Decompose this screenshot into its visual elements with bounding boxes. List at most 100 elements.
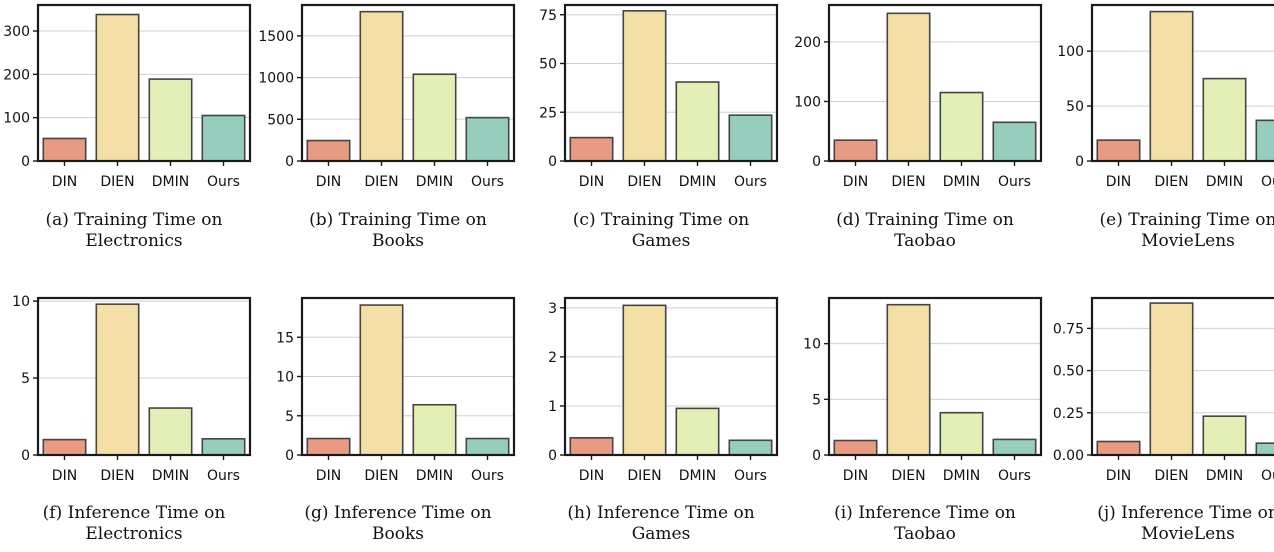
caption-line-1: (e) Training Time on	[1100, 210, 1274, 230]
x-tick-label: Ours	[471, 174, 504, 190]
y-tick-label: 3	[548, 301, 557, 317]
bar-din	[42, 438, 87, 456]
y-tick-label: 100	[794, 94, 821, 110]
chart-panel-6: DIN DIEN DMIN Ours 0 5 10 15 (g) Inference Time …	[276, 296, 516, 544]
chart-panel-0: DIN DIEN DMIN Ours 0 100 200 300 (a) Training Ti…	[3, 3, 252, 251]
x-tick-label: DMIN	[152, 174, 189, 190]
x-tick-label: DIN	[1106, 468, 1131, 484]
y-tick-label: 300	[3, 24, 30, 40]
plot-frame	[563, 3, 779, 163]
y-tick-label: 500	[267, 112, 294, 128]
y-tick-label: 1	[548, 399, 557, 415]
caption-line-2: Taobao	[894, 524, 956, 544]
plot-frame	[827, 296, 1043, 457]
x-tick-label: DIEN	[627, 174, 661, 190]
caption-line-1: (d) Training Time on	[836, 210, 1014, 230]
bar-dmin	[939, 411, 984, 456]
bar-ours	[992, 121, 1037, 162]
chart-panel-5: DIN DIEN DMIN Ours 0 5 10 (f) Inference Time on…	[12, 294, 252, 544]
y-tick-label: 1500	[258, 29, 294, 45]
y-tick-label: 5	[812, 392, 821, 408]
y-tick-label: 0	[1075, 154, 1084, 170]
bar-dien	[1149, 10, 1194, 162]
x-tick-label: DMIN	[943, 174, 980, 190]
plot-frame	[563, 296, 779, 457]
x-tick-label: DMIN	[943, 468, 980, 484]
caption-line-2: Taobao	[894, 231, 956, 251]
caption-line-2: Games	[632, 231, 691, 251]
x-tick-label: DIEN	[891, 468, 925, 484]
x-tick-label: DIEN	[364, 468, 398, 484]
y-tick-label: 10	[276, 370, 294, 386]
chart-panel-4: DIN DIEN DMIN Ours 0 50 100 (e) Training Time o…	[1057, 3, 1274, 251]
bar-dien	[95, 303, 140, 456]
bar-dien	[886, 303, 931, 456]
plot-frame	[827, 3, 1043, 163]
bar-dmin	[148, 407, 193, 456]
caption-line-2: Electronics	[85, 231, 182, 251]
y-tick-label: 50	[539, 57, 557, 73]
y-tick-label: 75	[539, 8, 557, 24]
bar-dmin	[412, 403, 457, 456]
y-tick-label: 200	[794, 35, 821, 51]
y-tick-label: 0	[812, 154, 821, 170]
x-tick-label: DIEN	[100, 468, 134, 484]
bar-dien	[359, 10, 404, 162]
caption-line-1: (a) Training Time on	[45, 210, 222, 230]
y-tick-label: 100	[1057, 44, 1084, 60]
y-tick-label: 0	[21, 154, 30, 170]
bar-dien	[95, 13, 140, 162]
bar-dmin	[675, 81, 720, 162]
caption-line-2: Electronics	[85, 524, 182, 544]
bar-dmin	[1202, 415, 1247, 456]
bar-din	[833, 439, 878, 456]
x-tick-label: DMIN	[679, 468, 716, 484]
caption-line-2: MovieLens	[1141, 231, 1235, 251]
x-tick-label: DMIN	[416, 174, 453, 190]
bar-din	[569, 136, 614, 162]
y-tick-label: 0.25	[1053, 406, 1084, 422]
x-tick-label: DIN	[843, 174, 868, 190]
chart-panel-3: DIN DIEN DMIN Ours 0 100 200 (d) Training Time …	[794, 3, 1043, 251]
plot-frame	[36, 3, 252, 163]
bar-ours	[1255, 442, 1274, 456]
y-tick-label: 0	[812, 448, 821, 464]
x-tick-label: DIN	[316, 174, 341, 190]
bar-dien	[622, 10, 667, 162]
x-tick-label: DIEN	[627, 468, 661, 484]
bar-ours	[201, 438, 246, 456]
chart-panel-7: DIN DIEN DMIN Ours 0 1 2 3 (h) Inference Time on…	[548, 296, 779, 544]
x-tick-label: DMIN	[1206, 174, 1243, 190]
bar-dien	[886, 12, 931, 162]
caption-line-1: (g) Inference Time on	[304, 503, 491, 523]
bar-dmin	[939, 91, 984, 162]
chart-panel-8: DIN DIEN DMIN Ours 0 5 10 (i) Inference Time on…	[803, 296, 1043, 544]
bar-din	[42, 137, 87, 162]
chart-panel-1: DIN DIEN DMIN Ours 0 500 1000 1500 (b) Training …	[258, 3, 516, 251]
caption-line-2: Games	[632, 524, 691, 544]
x-tick-label: DMIN	[679, 174, 716, 190]
y-tick-label: 2	[548, 350, 557, 366]
y-tick-label: 0	[285, 154, 294, 170]
x-tick-label: DIN	[1106, 174, 1131, 190]
caption-line-1: (j) Inference Time on	[1097, 503, 1274, 523]
x-tick-label: Ours	[207, 174, 240, 190]
y-tick-label: 100	[3, 111, 30, 127]
chart-panel-2: DIN DIEN DMIN Ours 0 25 50 75 (c) Training Time …	[539, 3, 779, 251]
y-tick-label: 25	[539, 105, 557, 121]
y-tick-label: 10	[803, 337, 821, 353]
bar-dmin	[148, 78, 193, 162]
x-tick-label: DMIN	[152, 468, 189, 484]
x-tick-label: DIN	[579, 174, 604, 190]
x-tick-label: Ours	[207, 468, 240, 484]
bar-din	[833, 139, 878, 162]
x-tick-label: DIEN	[364, 174, 398, 190]
x-tick-label: DIN	[316, 468, 341, 484]
bar-din	[1096, 139, 1141, 162]
x-tick-label: DMIN	[416, 468, 453, 484]
y-tick-label: 200	[3, 67, 30, 83]
y-tick-label: 0	[285, 448, 294, 464]
bar-ours	[201, 114, 246, 162]
caption-line-1: (c) Training Time on	[573, 210, 749, 230]
